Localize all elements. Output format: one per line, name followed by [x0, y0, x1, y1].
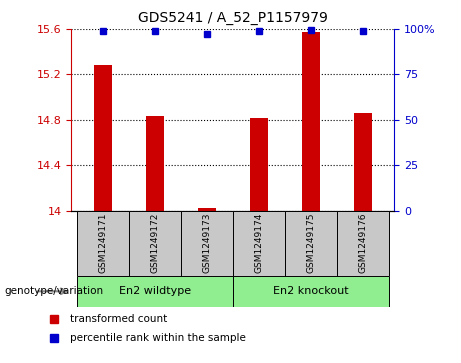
- Bar: [198, 208, 216, 211]
- Title: GDS5241 / A_52_P1157979: GDS5241 / A_52_P1157979: [138, 11, 328, 25]
- Text: GSM1249176: GSM1249176: [358, 213, 367, 273]
- Text: En2 wildtype: En2 wildtype: [118, 286, 191, 296]
- Text: GSM1249172: GSM1249172: [150, 213, 159, 273]
- Bar: [129, 211, 181, 276]
- Bar: [250, 118, 268, 211]
- Text: genotype/variation: genotype/variation: [5, 286, 104, 296]
- Text: GSM1249173: GSM1249173: [202, 213, 211, 273]
- Bar: [94, 65, 112, 211]
- Text: transformed count: transformed count: [70, 314, 167, 323]
- Bar: [285, 211, 337, 276]
- Bar: [354, 113, 372, 211]
- Bar: [77, 276, 233, 307]
- Bar: [337, 211, 389, 276]
- Text: GSM1249175: GSM1249175: [307, 213, 315, 273]
- Bar: [181, 211, 233, 276]
- Bar: [302, 32, 320, 211]
- Text: GSM1249171: GSM1249171: [98, 213, 107, 273]
- Bar: [233, 211, 285, 276]
- Bar: [146, 117, 164, 211]
- Text: percentile rank within the sample: percentile rank within the sample: [70, 334, 246, 343]
- Bar: [233, 276, 389, 307]
- Text: GSM1249174: GSM1249174: [254, 213, 263, 273]
- Bar: [77, 211, 129, 276]
- Text: En2 knockout: En2 knockout: [273, 286, 349, 296]
